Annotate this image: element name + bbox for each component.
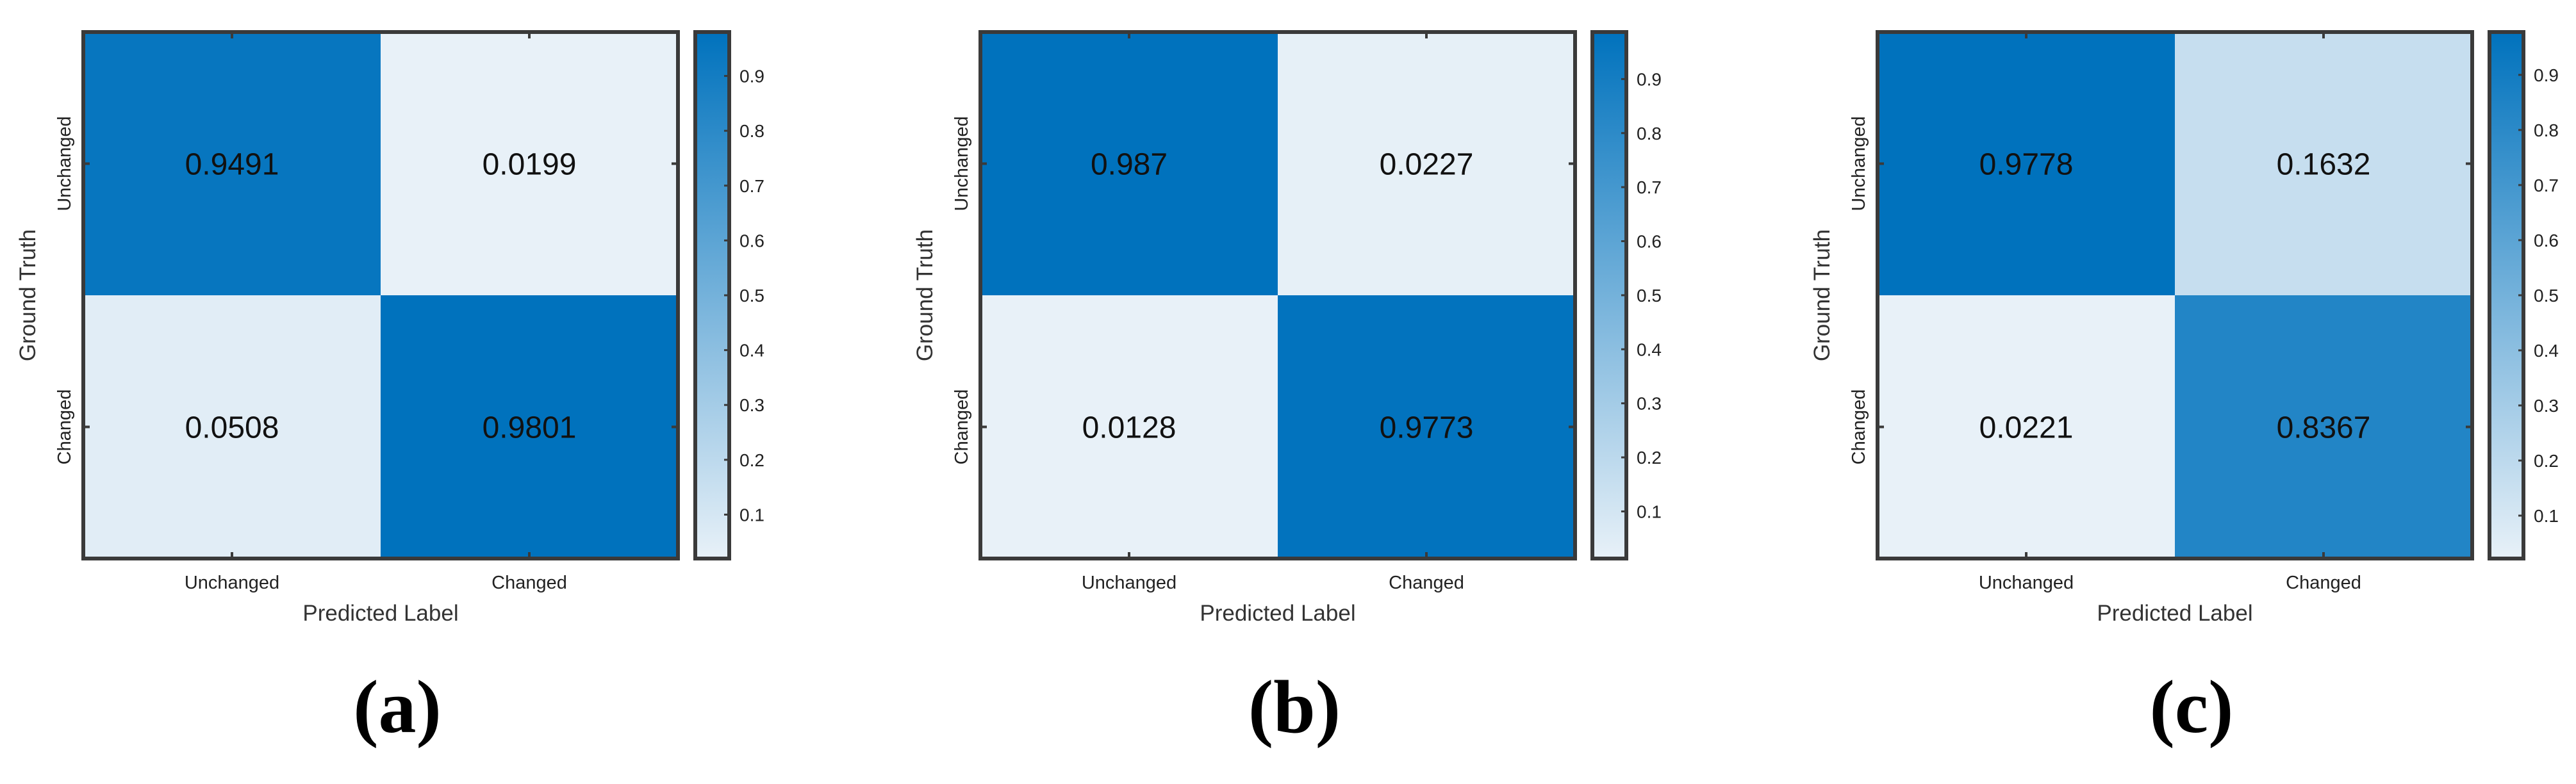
colorbar-tick-label: 0.3 <box>2534 396 2559 416</box>
y-tick-label: Unchanged <box>1849 116 1869 211</box>
plot-frame <box>1876 30 2474 560</box>
colorbar-tick-label: 0.4 <box>1637 339 1662 359</box>
cell-value-r1-c1: 0.9801 <box>483 411 577 445</box>
colorbar-tick-label: 0.1 <box>739 505 764 525</box>
x-tick-label: Changed <box>2286 573 2361 593</box>
colorbar <box>695 32 729 559</box>
confusion-matrix-b: 0.987 0.0227 0.0128 0.9773 Unchanged Changed U… <box>912 30 1662 626</box>
colorbar-tick-label: 0.4 <box>2534 341 2559 361</box>
panel-label-b: (b) <box>1248 665 1341 749</box>
colorbar-tick-label: 0.6 <box>2534 231 2559 250</box>
plot-frame <box>81 30 680 560</box>
x-tick-label: Changed <box>491 573 567 593</box>
cell-value-r1-c0: 0.0508 <box>185 411 279 445</box>
colorbar-tick-label: 0.2 <box>1637 448 1662 468</box>
colorbar-tick-label: 0.8 <box>1637 124 1662 143</box>
cell-value-r1-c0: 0.0128 <box>1082 411 1177 445</box>
cell-value-r0-c1: 0.1632 <box>2277 148 2371 182</box>
plot-frame <box>978 30 1577 560</box>
colorbar-tick-label: 0.5 <box>1637 286 1662 306</box>
y-tick-label: Unchanged <box>952 116 972 211</box>
colorbar-tick-label: 0.7 <box>1637 177 1662 197</box>
x-axis-title: Predicted Label <box>2097 601 2252 626</box>
colorbar-tick-label: 0.7 <box>2534 176 2559 195</box>
cell-r0-c1 <box>1278 32 1575 295</box>
panel-a: 0.9491 0.0199 0.0508 0.9801 Unchanged Changed… <box>0 0 859 784</box>
colorbar-tick-label: 0.1 <box>1637 502 1662 521</box>
x-tick-label: Unchanged <box>185 573 279 593</box>
panel-c: 0.9778 0.1632 0.0221 0.8367 Unchanged Changed… <box>1794 0 2576 784</box>
cell-r0-c0 <box>1878 32 2175 295</box>
cell-r1-c0 <box>83 295 381 559</box>
x-tick-label: Unchanged <box>1082 573 1177 593</box>
colorbar-tick-label: 0.9 <box>2534 65 2559 85</box>
colorbar-tick-label: 0.5 <box>2534 286 2559 306</box>
cell-value-r0-c0: 0.987 <box>1091 148 1168 182</box>
colorbar-tick-label: 0.9 <box>1637 69 1662 89</box>
cell-r1-c0 <box>1878 295 2175 559</box>
cell-r1-c1 <box>2175 295 2472 559</box>
cell-value-r0-c0: 0.9491 <box>185 148 279 182</box>
y-axis-title: Ground Truth <box>15 229 40 361</box>
cell-r0-c1 <box>381 32 678 295</box>
cell-value-r1-c1: 0.9773 <box>1380 411 1474 445</box>
colorbar-tick-label: 0.2 <box>2534 451 2559 471</box>
panel-label-c: (c) <box>2149 665 2234 749</box>
colorbar-tick-label: 0.3 <box>739 395 764 415</box>
x-tick-label: Unchanged <box>1979 573 2074 593</box>
colorbar <box>1592 32 1626 559</box>
cell-r1-c1 <box>381 295 678 559</box>
cell-value-r1-c0: 0.0221 <box>1979 411 2074 445</box>
cell-value-r0-c1: 0.0199 <box>483 148 577 182</box>
confusion-matrix-c: 0.9778 0.1632 0.0221 0.8367 Unchanged Changed… <box>1810 30 2559 626</box>
colorbar-tick-label: 0.3 <box>1637 394 1662 414</box>
colorbar-tick-label: 0.6 <box>739 231 764 250</box>
colorbar-tick-label: 0.6 <box>1637 232 1662 252</box>
colorbar-tick-label: 0.4 <box>739 341 764 361</box>
y-axis-title: Ground Truth <box>1810 229 1835 361</box>
colorbar-tick-label: 0.8 <box>739 121 764 141</box>
x-tick-label: Changed <box>1389 573 1464 593</box>
panel-label-a: (a) <box>353 665 442 749</box>
cell-r0-c0 <box>83 32 381 295</box>
colorbar-tick-label: 0.5 <box>739 286 764 306</box>
y-tick-label: Changed <box>952 389 972 465</box>
y-tick-label: Unchanged <box>54 116 75 211</box>
panel-b: 0.987 0.0227 0.0128 0.9773 Unchanged Changed U… <box>897 0 1756 784</box>
cell-r0-c1 <box>2175 32 2472 295</box>
confusion-matrix-a: 0.9491 0.0199 0.0508 0.9801 Unchanged Changed… <box>15 30 764 626</box>
cell-value-r0-c1: 0.0227 <box>1380 148 1474 182</box>
y-axis-title: Ground Truth <box>912 229 937 361</box>
colorbar-tick-label: 0.9 <box>739 67 764 86</box>
cell-value-r1-c1: 0.8367 <box>2277 411 2371 445</box>
x-axis-title: Predicted Label <box>1200 601 1355 626</box>
cell-value-r0-c0: 0.9778 <box>1979 148 2074 182</box>
colorbar-tick-label: 0.1 <box>2534 506 2559 526</box>
colorbar-tick-label: 0.8 <box>2534 120 2559 140</box>
colorbar-tick-label: 0.7 <box>739 176 764 196</box>
cell-r0-c0 <box>980 32 1278 295</box>
x-axis-title: Predicted Label <box>302 601 458 626</box>
cell-r1-c0 <box>980 295 1278 559</box>
y-tick-label: Changed <box>1849 389 1869 465</box>
colorbar <box>2489 32 2523 559</box>
y-tick-label: Changed <box>54 389 75 465</box>
colorbar-tick-label: 0.2 <box>739 450 764 470</box>
cell-r1-c1 <box>1278 295 1575 559</box>
